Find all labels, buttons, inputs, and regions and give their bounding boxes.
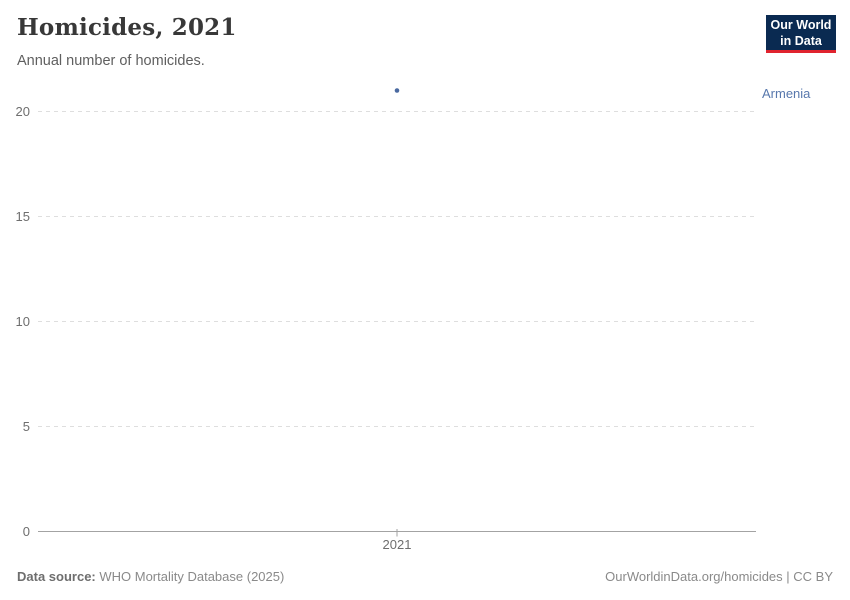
y-tick-label: 10: [16, 314, 30, 329]
y-tick-label: 5: [23, 419, 30, 434]
owid-logo-line1: Our World: [770, 18, 832, 32]
y-tick-label: 0: [23, 524, 30, 539]
x-tick-label: 2021: [383, 537, 412, 552]
y-tick-label: 20: [16, 104, 30, 119]
credit-link[interactable]: OurWorldinData.org/homicides | CC BY: [605, 569, 833, 584]
data-source-label: Data source:: [17, 569, 96, 584]
data-point-armenia[interactable]: [394, 88, 400, 93]
y-tick-label: 15: [16, 209, 30, 224]
data-source-value: WHO Mortality Database (2025): [95, 569, 285, 584]
owid-logo-line2: in Data: [780, 34, 822, 48]
data-source-note: Data source: WHO Mortality Database (202…: [17, 569, 284, 584]
chart-subtitle: Annual number of homicides.: [17, 53, 205, 69]
chart-title: Homicides, 2021: [17, 14, 237, 41]
owid-logo[interactable]: Our World in Data: [766, 15, 836, 53]
entity-label-armenia[interactable]: Armenia: [762, 86, 811, 101]
